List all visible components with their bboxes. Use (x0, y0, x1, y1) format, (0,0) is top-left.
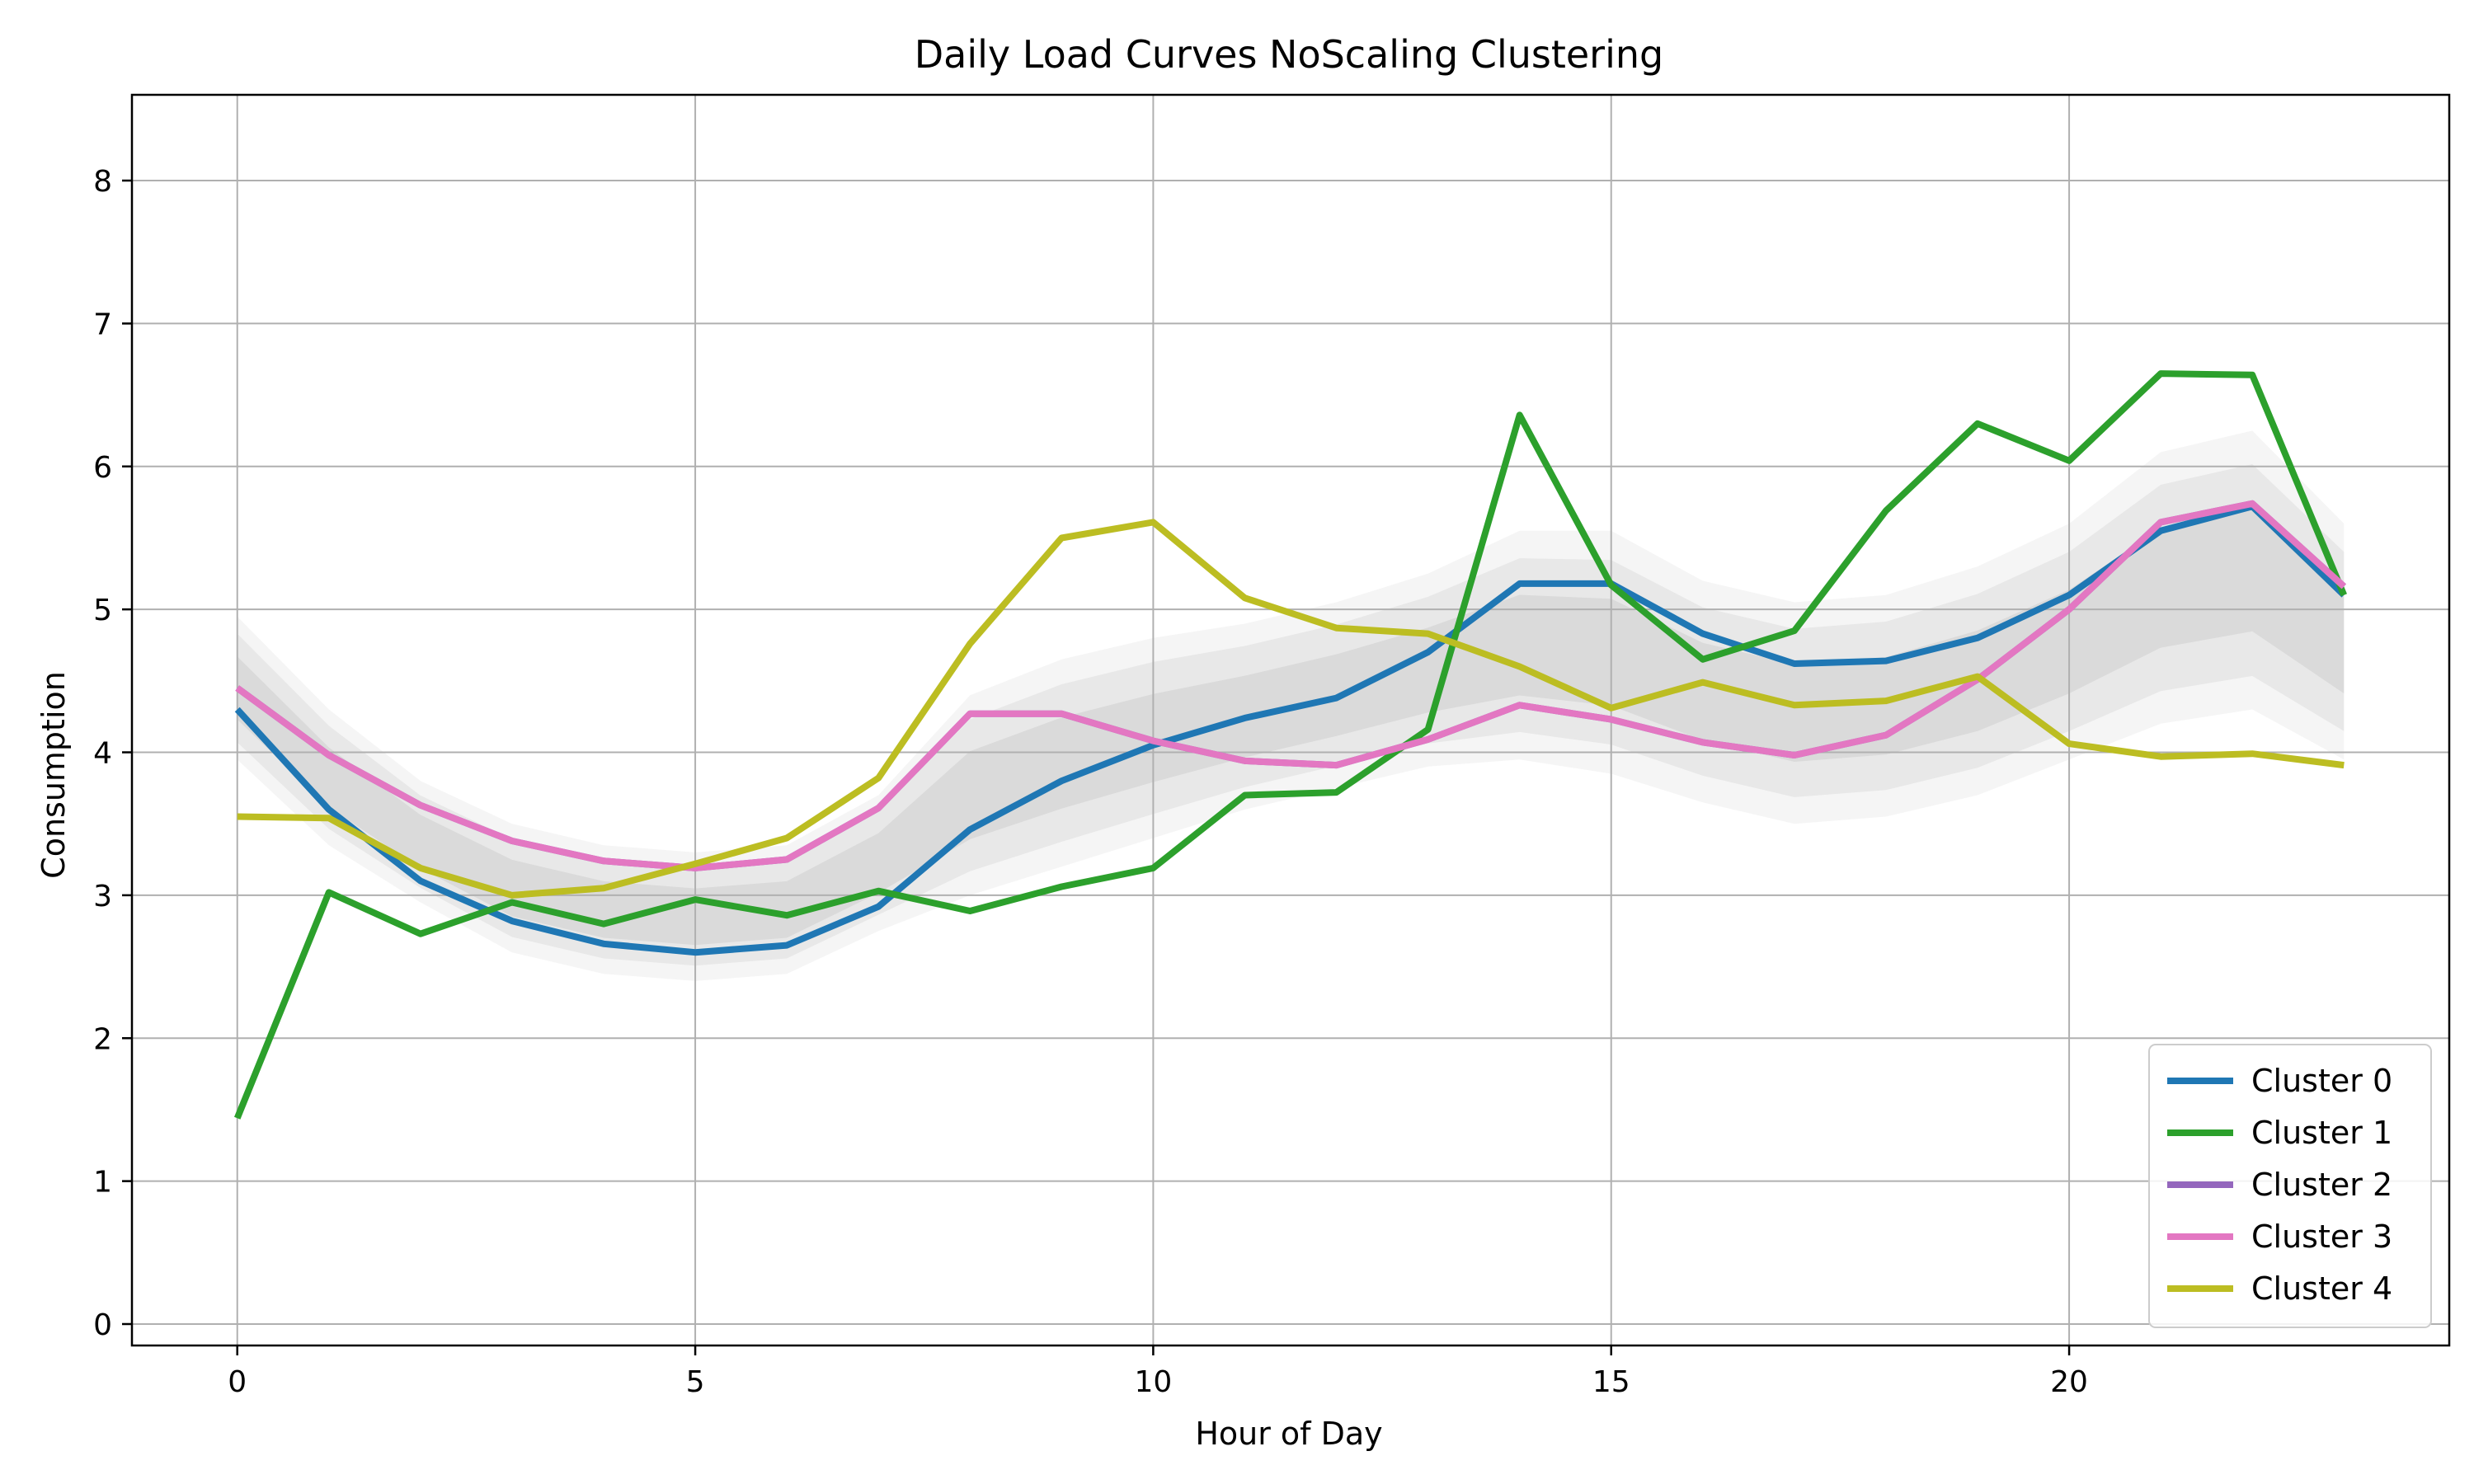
y-tick-label: 4 (93, 737, 112, 771)
legend-label: Cluster 4 (2251, 1270, 2392, 1307)
background-band-layer-1 (237, 464, 2345, 966)
chart-title: Daily Load Curves NoScaling Clustering (915, 32, 1663, 77)
plot-area: 0 5 10 15 20 0 1 2 3 4 5 6 7 8 (93, 93, 2451, 1399)
y-tick-label: 8 (93, 165, 112, 199)
ticks: 0 5 10 15 20 0 1 2 3 4 5 6 7 8 (93, 165, 2088, 1399)
axes-frame (130, 93, 2451, 1347)
y-tick-label: 7 (93, 308, 112, 341)
series-lines (233, 370, 2347, 1120)
x-tick-label: 10 (1134, 1365, 1172, 1399)
series-line-cluster-1 (233, 370, 2347, 1120)
grid (132, 95, 2449, 1345)
series-line-cluster-0 (234, 503, 2347, 956)
x-axis-label: Hour of Day (1195, 1416, 1382, 1452)
legend: Cluster 0 Cluster 1 Cluster 2 Cluster 3 Clus… (2148, 1044, 2432, 1328)
x-tick-label: 0 (228, 1365, 247, 1399)
series-line-cluster-3 (235, 500, 2346, 871)
y-axis-label: Consumption (35, 671, 72, 879)
legend-label: Cluster 3 (2251, 1219, 2392, 1255)
y-tick-label: 0 (93, 1308, 112, 1342)
y-tick-label: 1 (93, 1166, 112, 1200)
background-band-layer-2 (237, 509, 2345, 946)
series-line-cluster-4 (237, 519, 2345, 899)
legend-label: Cluster 1 (2251, 1115, 2392, 1151)
legend-label: Cluster 0 (2251, 1063, 2392, 1099)
x-tick-label: 5 (686, 1365, 705, 1399)
x-tick-label: 15 (1592, 1365, 1630, 1399)
y-tick-label: 6 (93, 451, 112, 485)
legend-label: Cluster 2 (2251, 1167, 2392, 1203)
y-tick-label: 5 (93, 594, 112, 627)
y-tick-label: 3 (93, 880, 112, 913)
y-tick-label: 2 (93, 1022, 112, 1056)
legend-box (2148, 1044, 2432, 1328)
x-tick-label: 20 (2050, 1365, 2088, 1399)
